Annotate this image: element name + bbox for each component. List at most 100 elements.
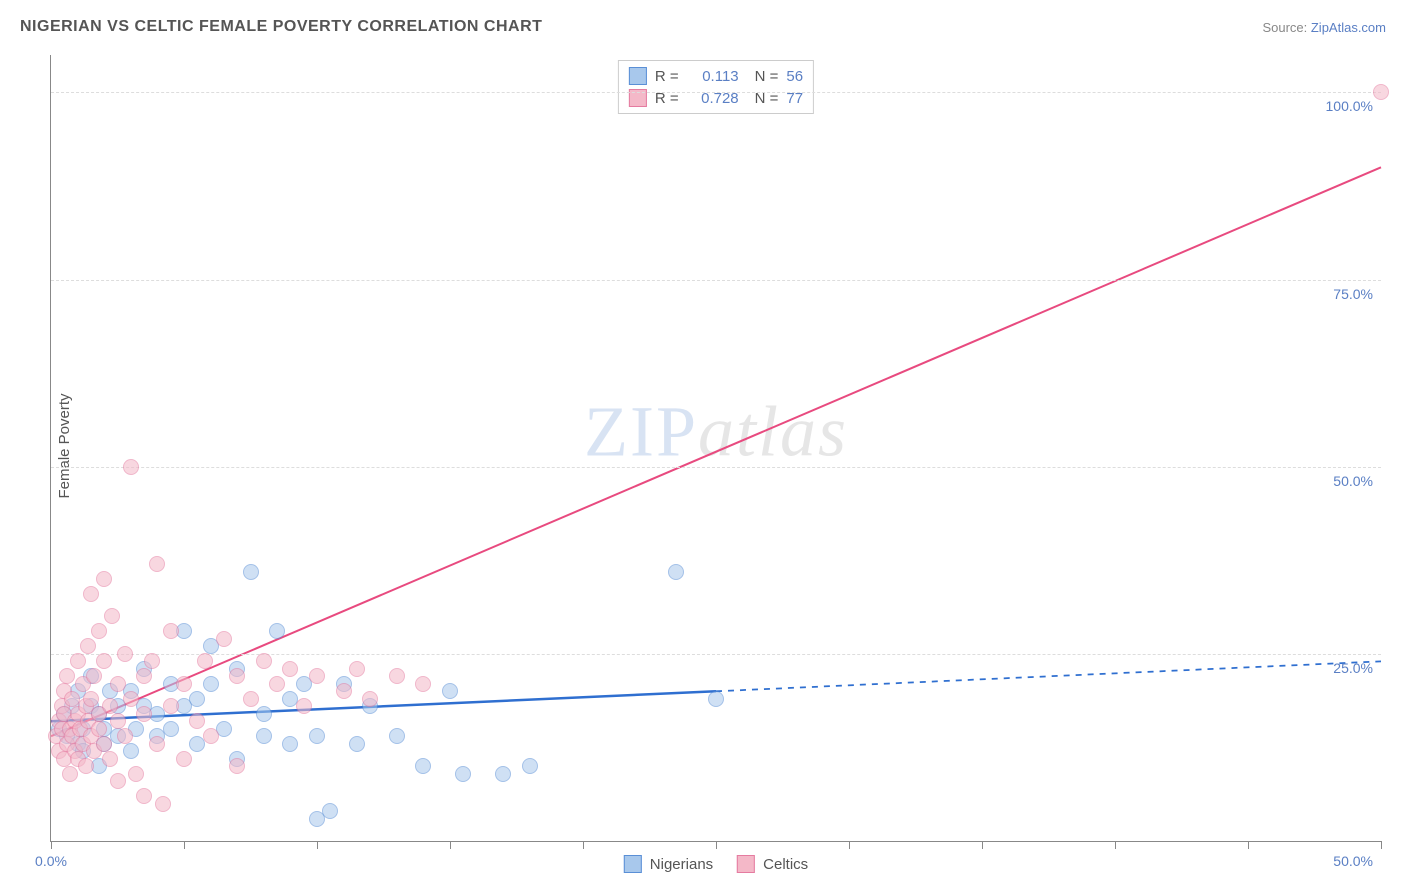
data-point <box>110 676 126 692</box>
data-point <box>136 706 152 722</box>
ytick-label: 100.0% <box>1326 98 1373 114</box>
xtick <box>1381 841 1382 849</box>
data-point <box>91 623 107 639</box>
data-point <box>389 668 405 684</box>
legend-swatch-celtics-b <box>737 855 755 873</box>
data-point <box>123 459 139 475</box>
data-point <box>96 653 112 669</box>
plot-svg <box>51 55 1381 841</box>
data-point <box>229 668 245 684</box>
data-point <box>59 668 75 684</box>
data-point <box>110 713 126 729</box>
data-point <box>243 564 259 580</box>
data-point <box>128 766 144 782</box>
data-point <box>282 736 298 752</box>
data-point <box>203 728 219 744</box>
xtick-label: 50.0% <box>1333 853 1373 869</box>
data-point <box>296 698 312 714</box>
xtick <box>450 841 451 849</box>
data-point <box>144 653 160 669</box>
chart-title: NIGERIAN VS CELTIC FEMALE POVERTY CORREL… <box>20 18 542 36</box>
legend-item-celtics: Celtics <box>737 855 808 873</box>
data-point <box>216 631 232 647</box>
data-point <box>176 676 192 692</box>
source-attribution: Source: ZipAtlas.com <box>1262 20 1386 35</box>
data-point <box>1373 84 1389 100</box>
data-point <box>389 728 405 744</box>
data-point <box>256 653 272 669</box>
source-prefix: Source: <box>1262 20 1310 35</box>
data-point <box>442 683 458 699</box>
data-point <box>415 758 431 774</box>
data-point <box>149 736 165 752</box>
data-point <box>62 766 78 782</box>
data-point <box>309 728 325 744</box>
data-point <box>117 646 133 662</box>
data-point <box>86 668 102 684</box>
n-value-nigerians: 56 <box>786 68 803 85</box>
data-point <box>256 706 272 722</box>
data-point <box>455 766 471 782</box>
data-point <box>189 691 205 707</box>
ytick-label: 50.0% <box>1333 473 1373 489</box>
data-point <box>83 691 99 707</box>
xtick <box>583 841 584 849</box>
data-point <box>349 661 365 677</box>
data-point <box>708 691 724 707</box>
xtick <box>849 841 850 849</box>
data-point <box>96 736 112 752</box>
legend-label-nigerians: Nigerians <box>650 856 713 873</box>
data-point <box>189 713 205 729</box>
data-point <box>102 751 118 767</box>
data-point <box>203 676 219 692</box>
data-point <box>163 623 179 639</box>
xtick <box>1248 841 1249 849</box>
data-point <box>415 676 431 692</box>
xtick <box>716 841 717 849</box>
data-point <box>136 788 152 804</box>
series-legend: Nigerians Celtics <box>624 855 808 873</box>
source-link[interactable]: ZipAtlas.com <box>1311 20 1386 35</box>
data-point <box>123 691 139 707</box>
data-point <box>149 556 165 572</box>
legend-swatch-nigerians <box>629 67 647 85</box>
data-point <box>102 698 118 714</box>
data-point <box>309 668 325 684</box>
data-point <box>96 571 112 587</box>
data-point <box>349 736 365 752</box>
header-row: NIGERIAN VS CELTIC FEMALE POVERTY CORREL… <box>20 18 1386 36</box>
trend-line-celtics <box>51 167 1381 736</box>
xtick <box>317 841 318 849</box>
data-point <box>362 691 378 707</box>
gridline-h <box>51 280 1381 281</box>
data-point <box>163 698 179 714</box>
xtick <box>982 841 983 849</box>
data-point <box>110 773 126 789</box>
legend-swatch-nigerians-b <box>624 855 642 873</box>
data-point <box>668 564 684 580</box>
data-point <box>91 721 107 737</box>
gridline-h <box>51 654 1381 655</box>
data-point <box>104 608 120 624</box>
legend-row-nigerians: R = 0.113 N = 56 <box>629 65 803 87</box>
data-point <box>336 683 352 699</box>
data-point <box>163 721 179 737</box>
data-point <box>176 751 192 767</box>
data-point <box>155 796 171 812</box>
data-point <box>80 638 96 654</box>
gridline-h <box>51 92 1381 93</box>
data-point <box>522 758 538 774</box>
data-point <box>197 653 213 669</box>
trend-line-ext-nigerians <box>716 661 1381 691</box>
data-point <box>495 766 511 782</box>
legend-row-celtics: R = 0.728 N = 77 <box>629 87 803 109</box>
xtick <box>1115 841 1116 849</box>
plot-area: ZIPatlas R = 0.113 N = 56 R = 0.728 N = … <box>50 55 1381 842</box>
data-point <box>243 691 259 707</box>
r-value-nigerians: 0.113 <box>687 68 739 85</box>
legend-item-nigerians: Nigerians <box>624 855 713 873</box>
data-point <box>117 728 133 744</box>
chart-container: NIGERIAN VS CELTIC FEMALE POVERTY CORREL… <box>0 0 1406 892</box>
correlation-legend: R = 0.113 N = 56 R = 0.728 N = 77 <box>618 60 814 114</box>
n-label: N = <box>755 68 779 85</box>
